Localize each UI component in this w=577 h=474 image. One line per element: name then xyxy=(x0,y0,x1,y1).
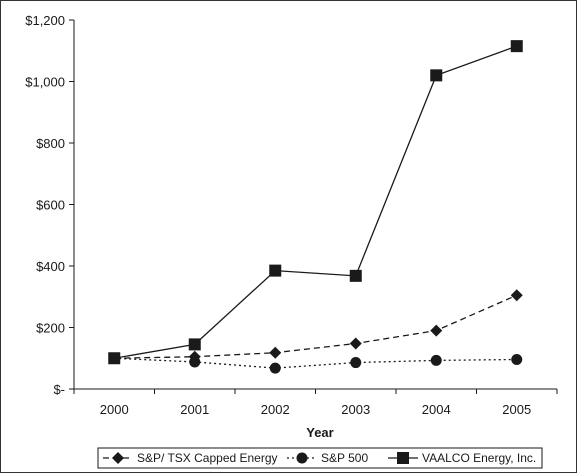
series-line xyxy=(114,45,517,359)
data-point xyxy=(349,269,362,282)
legend-marker xyxy=(112,452,124,464)
x-axis-title: Year xyxy=(306,425,333,440)
legend-marker xyxy=(397,452,409,464)
series-line xyxy=(114,357,517,369)
legend-item: S&P 500 xyxy=(287,451,368,465)
data-point xyxy=(269,362,281,374)
data-point xyxy=(510,289,523,302)
x-tick-label: 2002 xyxy=(261,402,290,417)
series-diamond xyxy=(108,289,523,365)
y-tick-label: $600 xyxy=(36,198,65,213)
data-point xyxy=(108,352,121,365)
y-tick-label: $1,200 xyxy=(25,13,65,28)
chart-legend: S&P/ TSX Capped Energy S&P 500 VAALCO Ener… xyxy=(97,447,543,469)
series-square xyxy=(108,40,523,365)
x-tick-label: 2003 xyxy=(341,402,370,417)
data-point xyxy=(188,338,201,351)
data-point xyxy=(269,346,282,359)
legend-marker xyxy=(296,452,308,464)
legend-item: VAALCO Energy, Inc. xyxy=(388,451,536,465)
y-tick-label: $1,000 xyxy=(25,75,65,90)
legend-label: S&P/ TSX Capped Energy xyxy=(137,451,278,465)
data-point xyxy=(511,353,523,365)
x-tick-label: 2000 xyxy=(100,402,129,417)
x-tick-label: 2001 xyxy=(180,402,209,417)
x-tick-label: 2004 xyxy=(422,402,451,417)
data-point xyxy=(349,337,362,350)
axis-tick-labels: $- $200 $400 $600 $800 $1,000 $1,200 2000 2001 20… xyxy=(25,13,531,417)
y-tick-label: $400 xyxy=(36,259,65,274)
series-layer xyxy=(108,40,523,374)
data-point xyxy=(430,69,443,82)
legend-box xyxy=(97,447,543,469)
data-point xyxy=(510,40,523,53)
data-point xyxy=(269,264,282,277)
legend-label: VAALCO Energy, Inc. xyxy=(422,451,536,465)
data-point xyxy=(430,324,443,337)
legend-item: S&P/ TSX Capped Energy xyxy=(103,451,278,465)
series-circle xyxy=(108,352,523,374)
x-tick-label: 2005 xyxy=(502,402,531,417)
legend-label: S&P 500 xyxy=(321,451,368,465)
data-point xyxy=(350,357,362,369)
y-tick-label: $- xyxy=(53,382,65,397)
series-line xyxy=(114,294,518,359)
axis-ticks xyxy=(69,19,558,394)
y-tick-label: $200 xyxy=(36,321,65,336)
data-point xyxy=(189,356,201,368)
data-point xyxy=(430,354,442,366)
chart-axes xyxy=(73,20,557,390)
y-tick-label: $800 xyxy=(36,136,65,151)
